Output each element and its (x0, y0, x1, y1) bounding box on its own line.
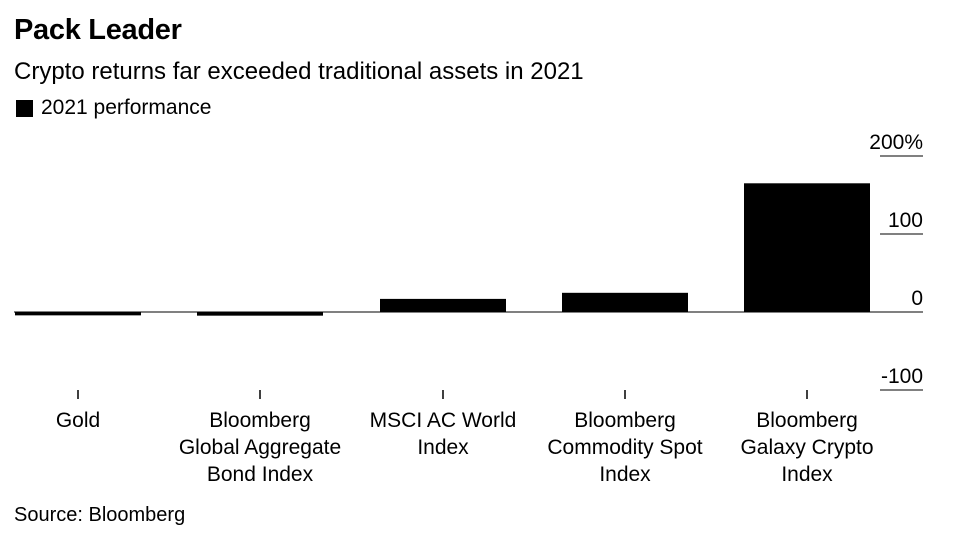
chart-title: Pack Leader (14, 14, 182, 46)
bar (744, 183, 870, 312)
x-category-label: Bloomberg Galaxy Crypto Index (740, 409, 873, 486)
chart-source: Source: Bloomberg (14, 504, 186, 526)
chart-subtitle: Crypto returns far exceeded traditional … (14, 58, 584, 85)
chart-legend: 2021 performance (16, 96, 211, 120)
bar (380, 298, 506, 312)
legend-swatch (16, 99, 33, 117)
bar (197, 312, 323, 316)
y-tick-label: 100 (888, 209, 923, 232)
y-tick-label: 0 (911, 287, 923, 310)
y-tick-label: -100 (881, 365, 923, 388)
x-category-label: Bloomberg Global Aggregate Bond Index (179, 409, 341, 486)
bar (562, 292, 688, 312)
legend-label: 2021 performance (41, 96, 212, 119)
x-category-label: Bloomberg Commodity Spot Index (547, 409, 702, 486)
y-tick-label: 200% (869, 131, 923, 154)
bar (15, 312, 141, 316)
x-category-label: MSCI AC World Index (370, 409, 517, 459)
x-category-label: Gold (56, 409, 100, 432)
